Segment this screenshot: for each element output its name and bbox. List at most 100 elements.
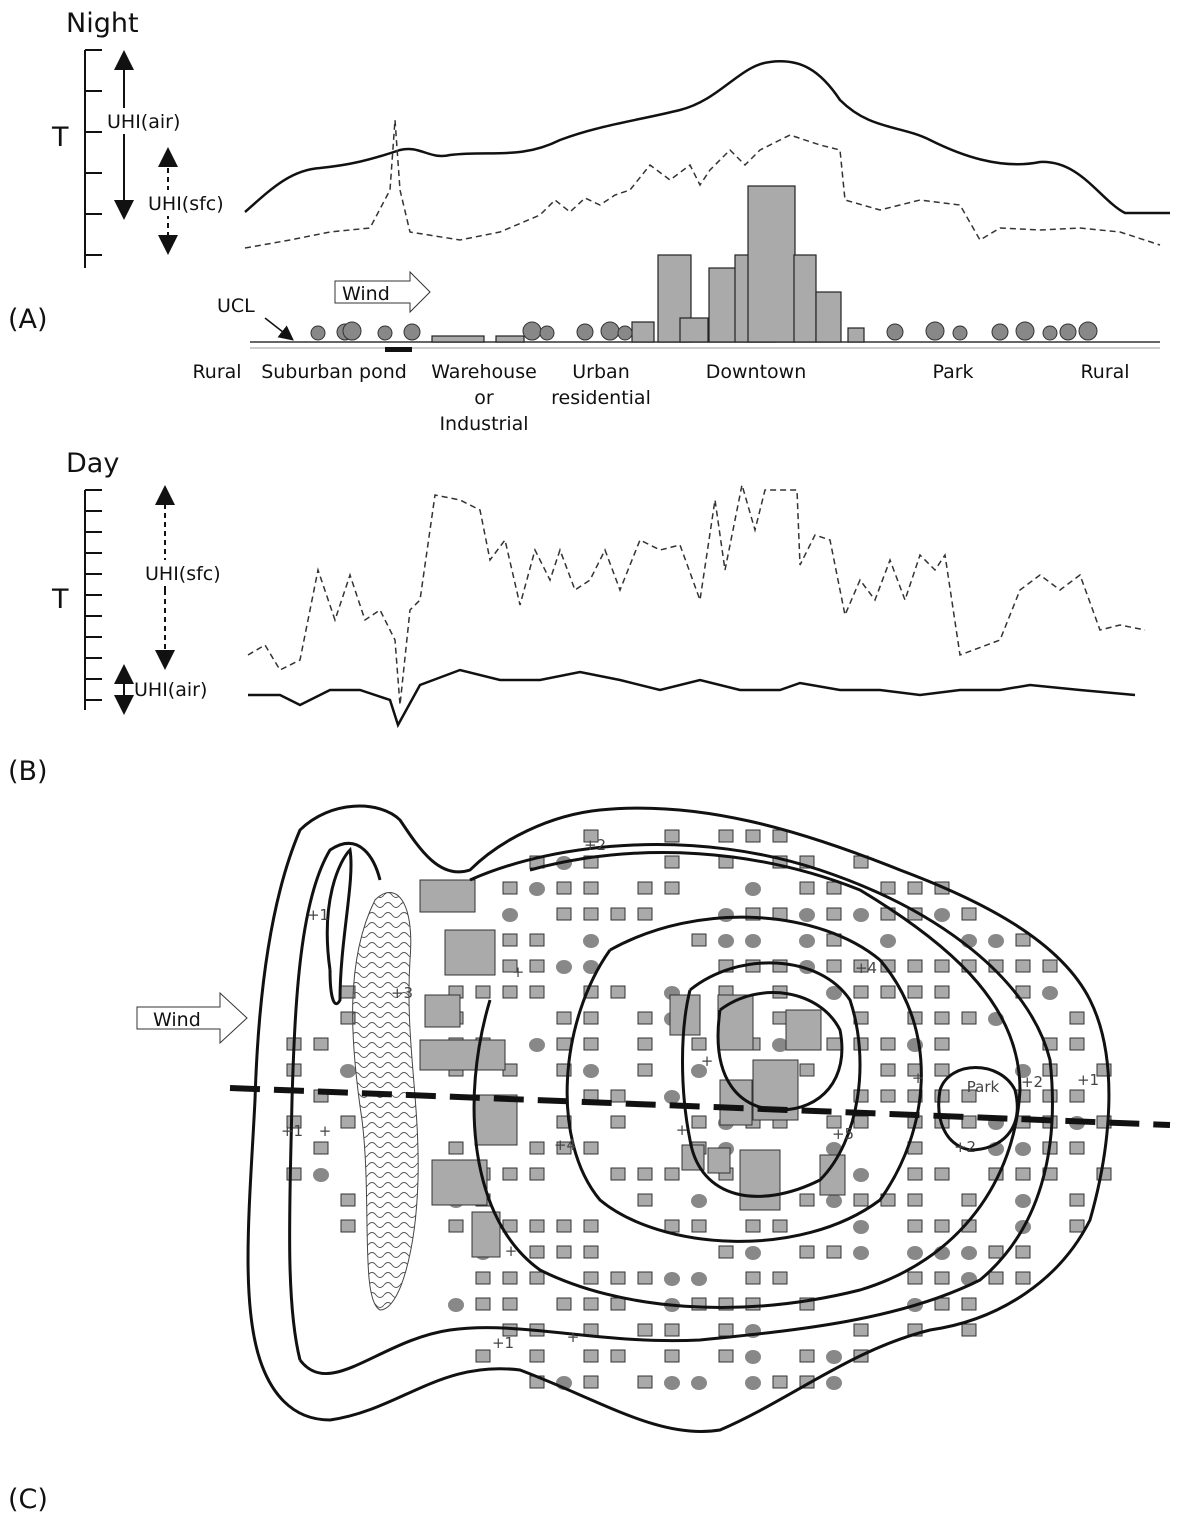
building [1015,933,1031,947]
tree [853,1246,869,1260]
building [799,881,815,895]
building [556,1141,572,1155]
building [556,1011,572,1025]
building [718,1323,734,1337]
building [475,1349,491,1363]
building [583,881,599,895]
building [691,1037,707,1051]
axis [84,49,102,268]
building [745,1271,761,1285]
building [637,1011,653,1025]
building [961,1193,977,1207]
building [826,907,842,921]
tree [313,1168,329,1182]
large-building [707,1147,731,1174]
tree [583,934,599,948]
building [880,1089,896,1103]
large-building [419,879,476,913]
building [799,1245,815,1259]
building [961,1011,977,1025]
building [745,1219,761,1233]
building [853,985,869,999]
building [880,985,896,999]
panel-label: (B) [8,756,48,787]
land-use-label: or [474,387,494,409]
building [448,1219,464,1233]
tree [826,1142,842,1156]
large-building [424,994,461,1028]
annotation: UHI(sfc) [148,193,224,215]
tree [1015,1194,1031,1208]
tree [880,934,896,948]
tree [691,1272,707,1286]
large-building [474,1094,518,1146]
building [826,959,842,973]
building [934,1271,950,1285]
building [853,1115,869,1129]
buildings [431,185,865,343]
building [907,1271,923,1285]
building [772,1375,788,1389]
building [529,1167,545,1181]
tree [403,323,421,341]
building [799,1349,815,1363]
tree [826,1376,842,1390]
building [583,1349,599,1363]
tree [340,1064,356,1078]
label-bg [146,190,246,216]
land-use-label: Warehouse [431,361,537,383]
panel-b: Day T (B) UHI(sfc) UHI(air) [8,448,1146,787]
building [961,907,977,921]
building [961,1323,977,1337]
building [664,881,680,895]
land-use-label: Urban [572,361,629,383]
building [934,1297,950,1311]
isotherm-label: +1 [1077,1071,1099,1089]
building [988,1245,1004,1259]
building [664,1323,680,1337]
building [529,985,545,999]
building [853,959,869,973]
tree [502,908,518,922]
building [502,1271,518,1285]
axis-label: T [51,122,69,153]
building [502,881,518,895]
building [934,1167,950,1181]
tree [691,1064,707,1078]
building [718,1245,734,1259]
annotation: Wind [153,1009,201,1031]
building [637,1037,653,1051]
building [853,1193,869,1207]
building [583,1245,599,1259]
building [907,881,923,895]
building [556,1297,572,1311]
building [826,1115,842,1129]
annotation: UHI(air) [107,111,180,133]
tree [377,325,393,341]
tree [664,1376,680,1390]
label-bg [105,108,203,134]
building [880,1063,896,1077]
tree [1015,1142,1031,1156]
annotation: Wind [342,283,390,305]
building [556,1245,572,1259]
building [772,1271,788,1285]
large-building [785,1009,822,1051]
building [610,1297,626,1311]
building [907,1167,923,1181]
tree [310,325,326,341]
building [1015,1167,1031,1181]
building [772,1219,788,1233]
building [961,1297,977,1311]
tree [853,908,869,922]
tree [718,934,734,948]
building [529,1271,545,1285]
isotherm-label: + [676,1121,689,1139]
building [583,1271,599,1285]
building [583,1219,599,1233]
isotherm-label: + [505,1242,518,1260]
building [934,1037,950,1051]
building [448,1141,464,1155]
air-temp-curve [248,668,1136,729]
